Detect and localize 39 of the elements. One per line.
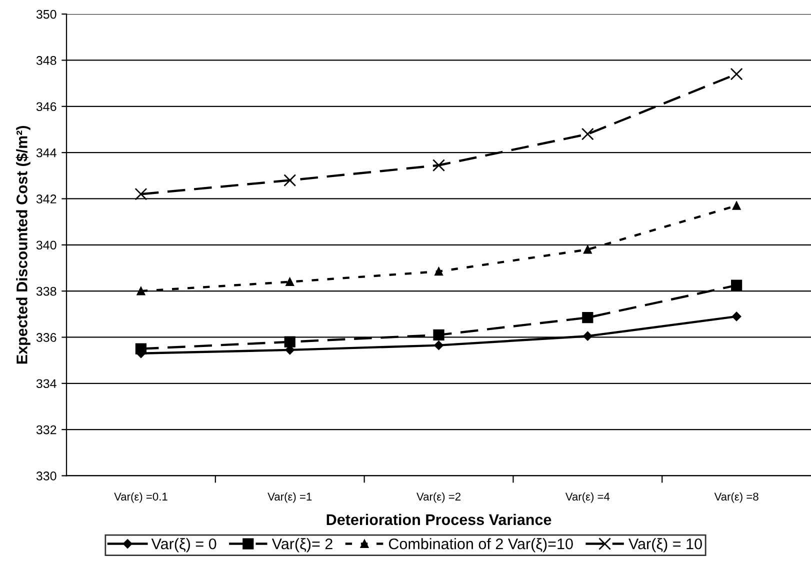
point: [730, 68, 743, 80]
point: [434, 340, 444, 350]
x-tick-label: Var(ε) =1: [268, 492, 312, 503]
point: [284, 336, 296, 348]
point: [136, 286, 146, 296]
y-tick-label: 330: [36, 472, 56, 480]
y-tick-label: 344: [36, 148, 56, 158]
point: [432, 159, 445, 172]
point: [134, 188, 148, 200]
legend-label: Var(ξ) = 10: [628, 538, 702, 552]
legend-label: Var(ξ) = 0: [151, 538, 216, 552]
x-axis-title: Deterioration Process Variance: [326, 514, 552, 526]
point: [732, 312, 742, 322]
point: [582, 312, 594, 324]
point: [583, 331, 592, 341]
legend-label: Var(ξ)= 2: [272, 538, 332, 552]
x-tick-label: Var(ε) =0.1: [114, 492, 168, 503]
point: [434, 267, 443, 276]
point: [583, 245, 592, 254]
y-tick-label: 332: [36, 425, 56, 434]
y-tick-label: 334: [36, 379, 56, 388]
y-axis-title: Expected Discounted Cost ($/m²): [16, 126, 30, 364]
point: [732, 201, 741, 210]
point: [581, 128, 594, 140]
y-tick-label: 340: [36, 240, 56, 250]
x-tick-label: Var(ε) =8: [714, 492, 758, 503]
x-tick-label: Var(ε) =4: [565, 492, 610, 503]
point: [284, 174, 296, 187]
y-tick-label: 348: [36, 56, 56, 65]
point: [730, 280, 742, 291]
y-tick-label: 346: [36, 102, 56, 112]
x-tick-label: Var(ε) =2: [416, 492, 460, 503]
legend-label: Combination of 2 Var(ξ)=10: [388, 538, 573, 552]
y-tick-label: 338: [36, 286, 56, 296]
y-tick-label: 350: [36, 10, 56, 19]
point: [286, 278, 294, 286]
y-tick-label: 336: [36, 333, 56, 342]
point: [433, 329, 444, 340]
y-tick-label: 342: [36, 194, 56, 204]
